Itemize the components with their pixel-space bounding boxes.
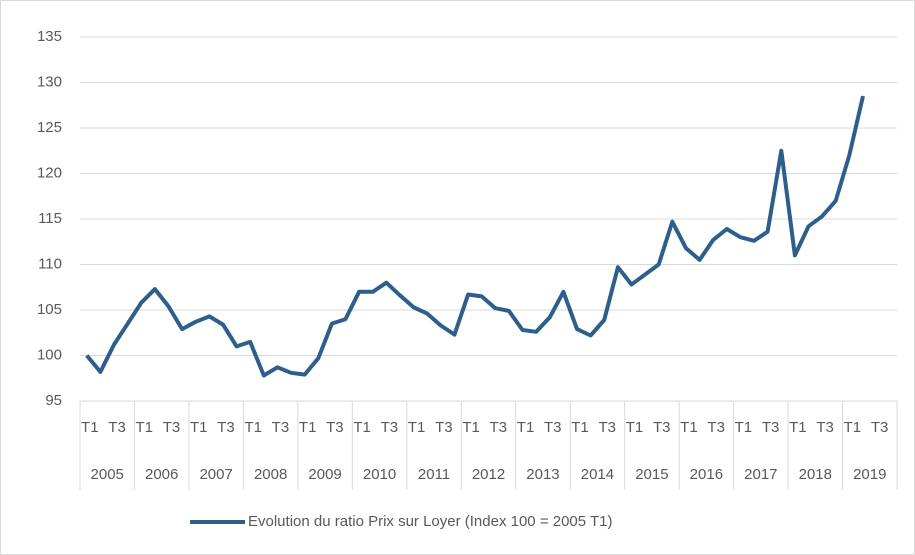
group-label: 2015 xyxy=(635,466,668,483)
x-tick-label: T1 xyxy=(136,419,154,436)
group-label: 2010 xyxy=(363,466,396,483)
x-tick-label: T3 xyxy=(163,419,181,436)
group-label: 2019 xyxy=(853,466,886,483)
y-tick-label: 95 xyxy=(45,392,62,409)
x-tick-label: T3 xyxy=(544,419,562,436)
group-label: 2014 xyxy=(581,466,614,483)
x-tick-label: T1 xyxy=(353,419,371,436)
group-label: 2011 xyxy=(418,466,450,483)
x-tick-label: T1 xyxy=(735,419,753,436)
x-tick-label: T1 xyxy=(626,419,644,436)
group-label: 2009 xyxy=(308,466,341,483)
y-tick-label: 120 xyxy=(37,164,62,181)
x-tick-label: T3 xyxy=(707,419,725,436)
x-tick-label: T3 xyxy=(272,419,290,436)
group-label: 2013 xyxy=(526,466,559,483)
x-tick-label: T3 xyxy=(108,419,126,436)
x-tick-label: T3 xyxy=(381,419,399,436)
group-label: 2012 xyxy=(472,466,505,483)
x-tick-label: T3 xyxy=(326,419,344,436)
x-tick-label: T1 xyxy=(571,419,589,436)
x-tick-label: T3 xyxy=(598,419,616,436)
x-tick-label: T1 xyxy=(680,419,698,436)
x-tick-label: T3 xyxy=(435,419,453,436)
group-label: 2008 xyxy=(254,466,287,483)
y-tick-label: 130 xyxy=(37,73,62,90)
x-tick-label: T1 xyxy=(81,419,99,436)
x-tick-label: T1 xyxy=(244,419,262,436)
y-tick-label: 135 xyxy=(37,28,62,45)
group-label: 2006 xyxy=(145,466,178,483)
y-tick-label: 105 xyxy=(37,301,62,318)
x-tick-label: T1 xyxy=(789,419,807,436)
group-label: 2016 xyxy=(690,466,723,483)
x-tick-label: T1 xyxy=(190,419,208,436)
group-label: 2018 xyxy=(799,466,832,483)
x-tick-label: T1 xyxy=(844,419,862,436)
legend-label: Evolution du ratio Prix sur Loyer (Index… xyxy=(248,513,613,530)
group-label: 2005 xyxy=(91,466,124,483)
x-tick-label: T3 xyxy=(217,419,235,436)
x-tick-label: T1 xyxy=(408,419,426,436)
x-tick-label: T3 xyxy=(816,419,834,436)
x-tick-label: T3 xyxy=(762,419,780,436)
y-tick-label: 115 xyxy=(38,210,62,227)
group-label: 2017 xyxy=(744,466,777,483)
x-tick-label: T1 xyxy=(517,419,535,436)
y-tick-label: 100 xyxy=(37,346,62,363)
x-tick-label: T3 xyxy=(490,419,508,436)
x-tick-label: T3 xyxy=(871,419,889,436)
y-tick-label: 110 xyxy=(38,255,62,272)
group-label: 2007 xyxy=(199,466,232,483)
x-tick-label: T1 xyxy=(299,419,317,436)
series-line xyxy=(85,95,865,378)
x-tick-label: T3 xyxy=(653,419,671,436)
x-tick-label: T1 xyxy=(462,419,480,436)
y-tick-label: 125 xyxy=(37,119,62,136)
